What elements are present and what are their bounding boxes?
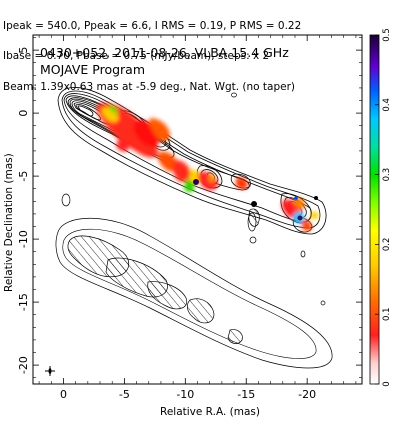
header-line-peak: Ipeak = 540.0, Ppeak = 6.6, I RMS = 0.19… (3, 19, 302, 32)
x-tick-label: -5 (119, 388, 130, 401)
polarization-blob (208, 174, 215, 183)
noise-contour (320, 300, 326, 306)
polarization-blob (197, 171, 218, 191)
header-line-beam: Beam: 1.39x0.63 mas at -5.9 deg., Nat. W… (3, 81, 296, 94)
y-tick-label: -10 (17, 230, 30, 248)
hatched-region (187, 298, 215, 324)
noise-contour (300, 250, 306, 258)
outer-contour (62, 228, 317, 359)
chart-title: 0430+052, 2011-08-26, VLBA 15.4 GHz (40, 45, 289, 60)
y-tick-label: 5 (17, 47, 30, 54)
colorbar-tick-label: 0.2 (382, 238, 392, 252)
x-tick-label: -10 (176, 388, 194, 401)
polarization-blob (302, 219, 312, 231)
x-tick-label: -20 (298, 388, 316, 401)
x-tick-label: 0 (60, 388, 67, 401)
colorbar-tick-label: 0.1 (382, 307, 392, 321)
x-axis: 0 -5 -10 -15 -20 (38, 35, 357, 401)
colorbar-gradient (369, 34, 380, 385)
polarization-dot (193, 179, 199, 185)
polarization-dot (294, 196, 298, 200)
polarization-blob (108, 105, 118, 114)
polarization-blob (310, 211, 319, 220)
noise-contour (247, 212, 257, 232)
polarization-blob (101, 107, 119, 123)
x-tick-label: -15 (237, 388, 255, 401)
fractional-polarization-color (96, 102, 319, 231)
polarization-hatching (67, 208, 260, 344)
colorbar-ticks: 0 0.1 0.2 0.3 0.4 0.5 (375, 28, 392, 387)
y-axis: 5 0 -5 -10 -15 -20 (17, 37, 362, 379)
hatched-region (147, 281, 188, 310)
y-tick-label: -20 (17, 356, 30, 374)
noise-contour (231, 92, 237, 98)
polarization-blob (294, 197, 305, 210)
y-axis-label: Relative Declination (mas) (3, 153, 15, 292)
beam-marker (45, 366, 55, 376)
colorbar-tick-label: 0 (382, 381, 392, 386)
noise-contour (61, 193, 71, 207)
polarization-blob (236, 177, 248, 189)
outer-contour (55, 217, 333, 369)
chart-subtitle: MOJAVE Program (40, 62, 145, 77)
y-tick-label: 0 (17, 110, 30, 117)
polarization-blob (173, 160, 191, 183)
colorbar-tick-label: 0.4 (382, 98, 392, 112)
y-tick-label: -5 (17, 171, 30, 182)
map-header: Ipeak = 540.0, Ppeak = 6.6, I RMS = 0.19… (3, 0, 409, 113)
plot-area (45, 87, 333, 376)
colorbar-tick-label: 0.3 (382, 168, 392, 182)
noise-contour (249, 236, 257, 244)
polarization-blob (184, 179, 195, 193)
colorbar-tick-label: 0.5 (382, 28, 392, 42)
header-line-base: Ibase = 0.70, Pbase = 0.75 (mJy/beam), s… (3, 50, 270, 63)
polarization-dot (297, 215, 303, 221)
polarization-blob (157, 151, 178, 172)
colorbar: 0 0.1 0.2 0.3 0.4 0.5 (369, 28, 392, 387)
polarization-blob (149, 118, 170, 142)
hatched-region (227, 329, 243, 344)
y-tick-label: -15 (17, 293, 30, 311)
polarization-dot (314, 196, 318, 200)
polarization-dot (251, 201, 257, 207)
x-axis-label: Relative R.A. (mas) (160, 406, 260, 418)
polarization-blob (116, 139, 129, 152)
